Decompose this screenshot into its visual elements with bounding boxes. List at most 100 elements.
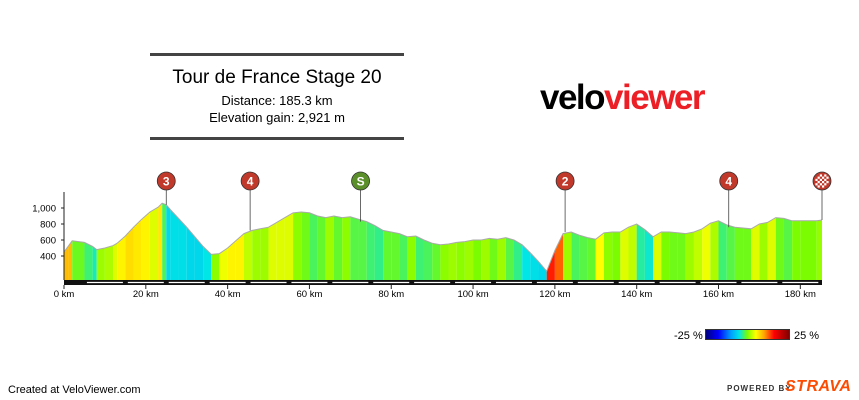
profile-segment	[391, 232, 400, 280]
profile-segment	[211, 253, 220, 280]
title-bottom-rule	[150, 137, 404, 140]
profile-segment	[293, 212, 302, 280]
logo-viewer-text: viewer	[604, 78, 705, 117]
title-card: Tour de France Stage 20 Distance: 185.3 …	[150, 53, 404, 140]
distance-text: Distance: 185.3 km	[221, 93, 333, 108]
veloviewer-logo: veloviewer	[540, 78, 706, 117]
finish-flag-cell	[819, 174, 822, 177]
profile-segment	[653, 232, 662, 280]
powered-by-text: POWERED BY	[727, 384, 792, 393]
finish-flag-cell	[824, 178, 827, 181]
profile-segment	[432, 243, 441, 280]
profile-segment	[767, 217, 776, 280]
profile-segment	[448, 242, 457, 280]
profile-segment	[301, 212, 310, 280]
profile-segment	[677, 232, 686, 280]
profile-segment	[284, 212, 294, 280]
profile-segment	[685, 232, 694, 280]
elevation-gain-text: Elevation gain: 2,921 m	[209, 110, 345, 125]
finish-flag-cell	[822, 181, 825, 184]
profile-segment	[554, 233, 564, 280]
profile-segment	[243, 230, 253, 280]
profile-segment	[162, 203, 167, 280]
profile-segment	[219, 248, 228, 280]
profile-segment	[252, 228, 261, 280]
profile-segment	[620, 227, 629, 280]
finish-flag-cell	[819, 178, 822, 181]
profile-segment	[125, 227, 134, 280]
profile-segment	[636, 224, 645, 280]
gradient-legend-bar	[705, 329, 790, 340]
profile-segment	[178, 218, 187, 280]
x-tick-label: 60 km	[297, 289, 323, 300]
created-at-text: Created at VeloViewer.com	[8, 384, 141, 396]
elevation-profile-chart: 400 600 800 1,000 0 km 20 km 40 km 60 km 80 km 10…	[32, 171, 832, 300]
climb-marker-label: 2	[562, 175, 569, 189]
logo-velo-text: velo	[540, 78, 606, 117]
profile-segment	[751, 224, 760, 280]
profile-segment	[333, 216, 343, 280]
finish-flag-cell	[822, 176, 825, 179]
profile-segment	[522, 244, 531, 280]
profile-segment	[734, 227, 744, 280]
profile-segment	[800, 220, 809, 280]
profile-segment	[726, 224, 735, 280]
gradient-legend-max: 25 %	[794, 330, 820, 342]
finish-flag-cell	[826, 181, 829, 184]
finish-flag-cell	[815, 178, 818, 181]
profile-segment	[415, 236, 424, 280]
climb-marker-label: S	[357, 175, 365, 189]
profile-segment	[579, 235, 588, 280]
profile-segment	[158, 203, 163, 280]
profile-segment	[113, 243, 118, 280]
climb-marker-icon	[719, 171, 739, 191]
profile-segment	[489, 238, 498, 280]
profile-segment	[661, 232, 670, 280]
profile-segment	[104, 245, 114, 280]
profile-segment	[92, 246, 97, 280]
profile-segment	[407, 236, 416, 280]
finish-flag-cell	[822, 185, 825, 188]
profile-segment	[166, 204, 171, 280]
profile-segment	[227, 240, 236, 280]
x-tick-label: 120 km	[539, 289, 570, 300]
profile-segment	[84, 242, 93, 280]
profile-segment	[603, 232, 613, 280]
profile-segment	[440, 244, 449, 280]
finish-flag-cell	[826, 176, 829, 179]
x-tick-label: 20 km	[133, 289, 159, 300]
profile-segment	[235, 233, 244, 280]
profile-segment	[775, 217, 784, 280]
profile-segment	[203, 246, 212, 280]
strava-logo: STRAVA	[785, 378, 852, 395]
profile-segment	[808, 220, 817, 280]
profile-segment	[456, 241, 465, 280]
x-tick-label: 40 km	[215, 289, 241, 300]
x-tick-label: 160 km	[703, 289, 734, 300]
profile-segment	[96, 248, 105, 280]
profile-segment	[693, 228, 703, 280]
finish-flag-cell	[817, 185, 820, 188]
finish-flag-cell	[815, 183, 818, 186]
profile-segment	[513, 240, 523, 280]
profile-segment	[276, 217, 285, 280]
climb-marker-icon	[240, 171, 260, 191]
profile-segment	[759, 222, 768, 280]
profile-segment	[64, 246, 69, 280]
profile-segment	[587, 237, 596, 280]
climb-marker-label: 3	[163, 175, 170, 189]
finish-flag-cell	[819, 183, 822, 186]
profile-segment	[309, 212, 318, 280]
climb-marker-label: 4	[725, 175, 732, 189]
profile-segment	[366, 221, 375, 280]
title-top-rule	[150, 53, 404, 56]
profile-segment	[563, 232, 572, 280]
profile-segment	[141, 212, 150, 280]
profile-segment	[423, 240, 433, 280]
profile-segment	[374, 225, 384, 280]
profile-segment	[628, 224, 637, 280]
profile-segment	[464, 240, 474, 280]
y-tick-label: 800	[40, 220, 56, 231]
profile-segment	[792, 220, 801, 280]
profile-segment	[350, 216, 359, 280]
